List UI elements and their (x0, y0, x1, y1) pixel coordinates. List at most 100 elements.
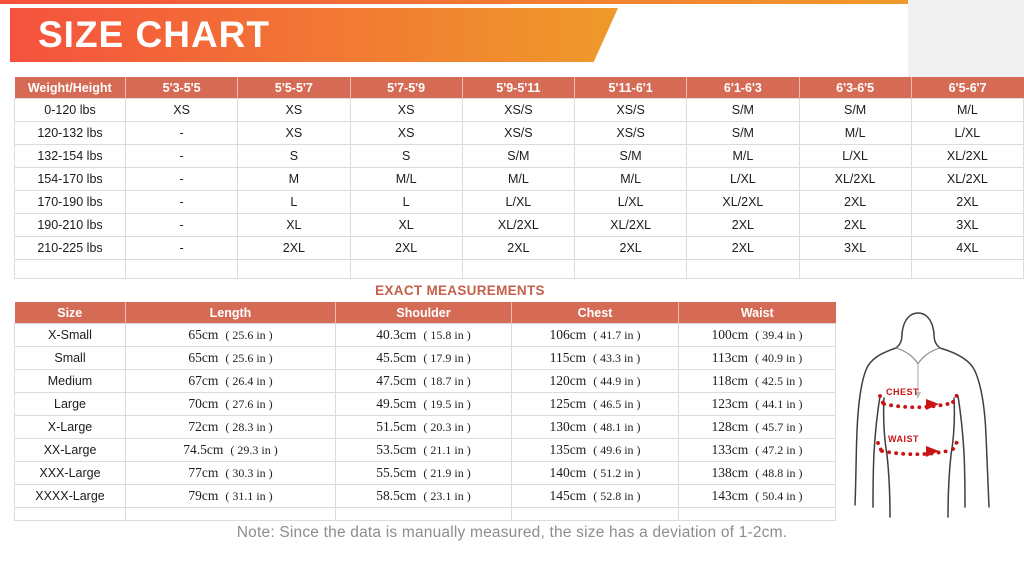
row-label: 0-120 lbs (14, 98, 126, 122)
inch-value: ( 15.8 in ) (423, 328, 471, 342)
row-label: XXXX-Large (14, 484, 126, 508)
row-label: XX-Large (14, 438, 126, 462)
inch-value: ( 44.1 in ) (755, 397, 803, 411)
table-row: 120-132 lbs - XS XS XS/S XS/S S/M M/L L/XL (14, 121, 1024, 145)
empty-cell (686, 259, 800, 279)
inch-value: ( 52.8 in ) (593, 489, 641, 503)
inch-value: ( 25.6 in ) (225, 351, 273, 365)
measure-cell: 51.5cm ( 20.3 in ) (335, 415, 512, 439)
table-row: 154-170 lbs - M M/L M/L M/L L/XL XL/2XL XL/2XL (14, 167, 1024, 191)
measure-cell: 40.3cm ( 15.8 in ) (335, 323, 512, 347)
inch-value: ( 45.7 in ) (755, 420, 803, 434)
top-accent-strip (0, 0, 908, 4)
row-label: 132-154 lbs (14, 144, 126, 168)
col-header: 5'7-5'9 (349, 77, 463, 99)
table-row: X-Large 72cm ( 28.3 in ) 51.5cm ( 20.3 in … (14, 415, 836, 439)
size-cell: M/L (573, 167, 688, 191)
size-cell: S/M (686, 121, 800, 145)
size-cell: L/XL (686, 167, 800, 191)
cm-value: 130cm (549, 419, 587, 434)
size-cell: XS (349, 121, 463, 145)
measure-cell: 123cm ( 44.1 in ) (678, 392, 836, 416)
col-header: 5'3-5'5 (124, 77, 238, 99)
cm-value: 47.5cm (376, 373, 417, 388)
cm-value: 123cm (711, 396, 749, 411)
inch-value: ( 30.3 in ) (225, 466, 273, 480)
inch-value: ( 23.1 in ) (423, 489, 471, 503)
row-label: X-Small (14, 323, 126, 347)
empty-cell (798, 259, 912, 279)
empty-cell (14, 259, 126, 279)
size-cell: 2XL (910, 190, 1024, 214)
size-cell: M/L (798, 121, 912, 145)
cm-value: 133cm (711, 442, 749, 457)
col-header: Waist (678, 302, 836, 324)
measure-cell: 45.5cm ( 17.9 in ) (335, 346, 512, 370)
measure-cell: 140cm ( 51.2 in ) (511, 461, 679, 485)
inch-value: ( 21.9 in ) (423, 466, 471, 480)
inch-value: ( 51.2 in ) (593, 466, 641, 480)
inch-value: ( 31.1 in ) (225, 489, 273, 503)
row-label: Large (14, 392, 126, 416)
size-cell: S/M (573, 144, 688, 168)
size-cell: 2XL (798, 190, 912, 214)
measure-cell: 135cm ( 49.6 in ) (511, 438, 679, 462)
inch-value: ( 29.3 in ) (230, 443, 278, 457)
empty-cell (678, 507, 836, 521)
size-cell: XL (237, 213, 351, 237)
inch-value: ( 49.6 in ) (593, 443, 641, 457)
measure-cell: 65cm ( 25.6 in ) (125, 346, 336, 370)
size-cell: 2XL (349, 236, 463, 260)
measure-cell: 53.5cm ( 21.1 in ) (335, 438, 512, 462)
row-label: 154-170 lbs (14, 167, 126, 191)
size-cell: XS/S (573, 98, 688, 122)
measure-cell: 67cm ( 26.4 in ) (125, 369, 336, 393)
cm-value: 100cm (711, 327, 749, 342)
torso-outline (854, 312, 990, 518)
cm-value: 55.5cm (376, 465, 417, 480)
measure-cell: 79cm ( 31.1 in ) (125, 484, 336, 508)
empty-cell (573, 259, 688, 279)
empty-cell (461, 259, 576, 279)
cm-value: 49.5cm (376, 396, 417, 411)
cm-value: 45.5cm (376, 350, 417, 365)
col-header: Size (14, 302, 126, 324)
size-cell: XS (349, 98, 463, 122)
inch-value: ( 43.3 in ) (592, 351, 641, 365)
size-cell: - (124, 167, 239, 191)
empty-cell (237, 259, 351, 279)
size-cell: XL/2XL (910, 167, 1024, 191)
deviation-note: Note: Since the data is manually measure… (236, 524, 788, 541)
empty-cell (125, 507, 336, 521)
col-header: 5'11-6'1 (573, 77, 687, 99)
size-cell: L/XL (798, 144, 912, 168)
measure-cell: 118cm ( 42.5 in ) (678, 369, 836, 393)
inch-value: ( 42.5 in ) (754, 374, 803, 388)
inch-value: ( 26.4 in ) (225, 374, 273, 388)
inch-value: ( 44.9 in ) (593, 374, 641, 388)
size-cell: L/XL (910, 121, 1024, 145)
cm-value: 74.5cm (183, 442, 224, 457)
row-label: 190-210 lbs (14, 213, 126, 237)
size-cell: M/L (461, 167, 576, 191)
measure-cell: 47.5cm ( 18.7 in ) (335, 369, 512, 393)
cm-value: 113cm (711, 350, 748, 365)
measure-cell: 70cm ( 27.6 in ) (125, 392, 336, 416)
empty-cell (910, 259, 1024, 279)
table-row: 170-190 lbs - L L L/XL L/XL XL/2XL 2XL 2XL (14, 190, 1024, 214)
collar-lines (895, 347, 941, 365)
size-cell: XS (124, 98, 239, 122)
measure-cell: 106cm ( 41.7 in ) (511, 323, 679, 347)
cm-value: 138cm (711, 465, 749, 480)
size-cell: XS/S (461, 98, 576, 122)
table-row: X-Small 65cm ( 25.6 in ) 40.3cm ( 15.8 in … (14, 323, 836, 347)
measure-cell: 128cm ( 45.7 in ) (678, 415, 836, 439)
measurements-title: EXACT MEASUREMENTS (375, 283, 545, 298)
col-header: 5'5-5'7 (237, 77, 350, 99)
measure-cell: 74.5cm ( 29.3 in ) (125, 438, 336, 462)
weight-height-size-table: Weight/Height 5'3-5'5 5'5-5'7 5'7-5'9 5'… (14, 77, 1024, 279)
size-cell: M (237, 167, 351, 191)
size-cell: M/L (910, 98, 1024, 122)
empty-cell (335, 507, 512, 521)
size-chart-banner: SIZE CHART (10, 8, 618, 62)
